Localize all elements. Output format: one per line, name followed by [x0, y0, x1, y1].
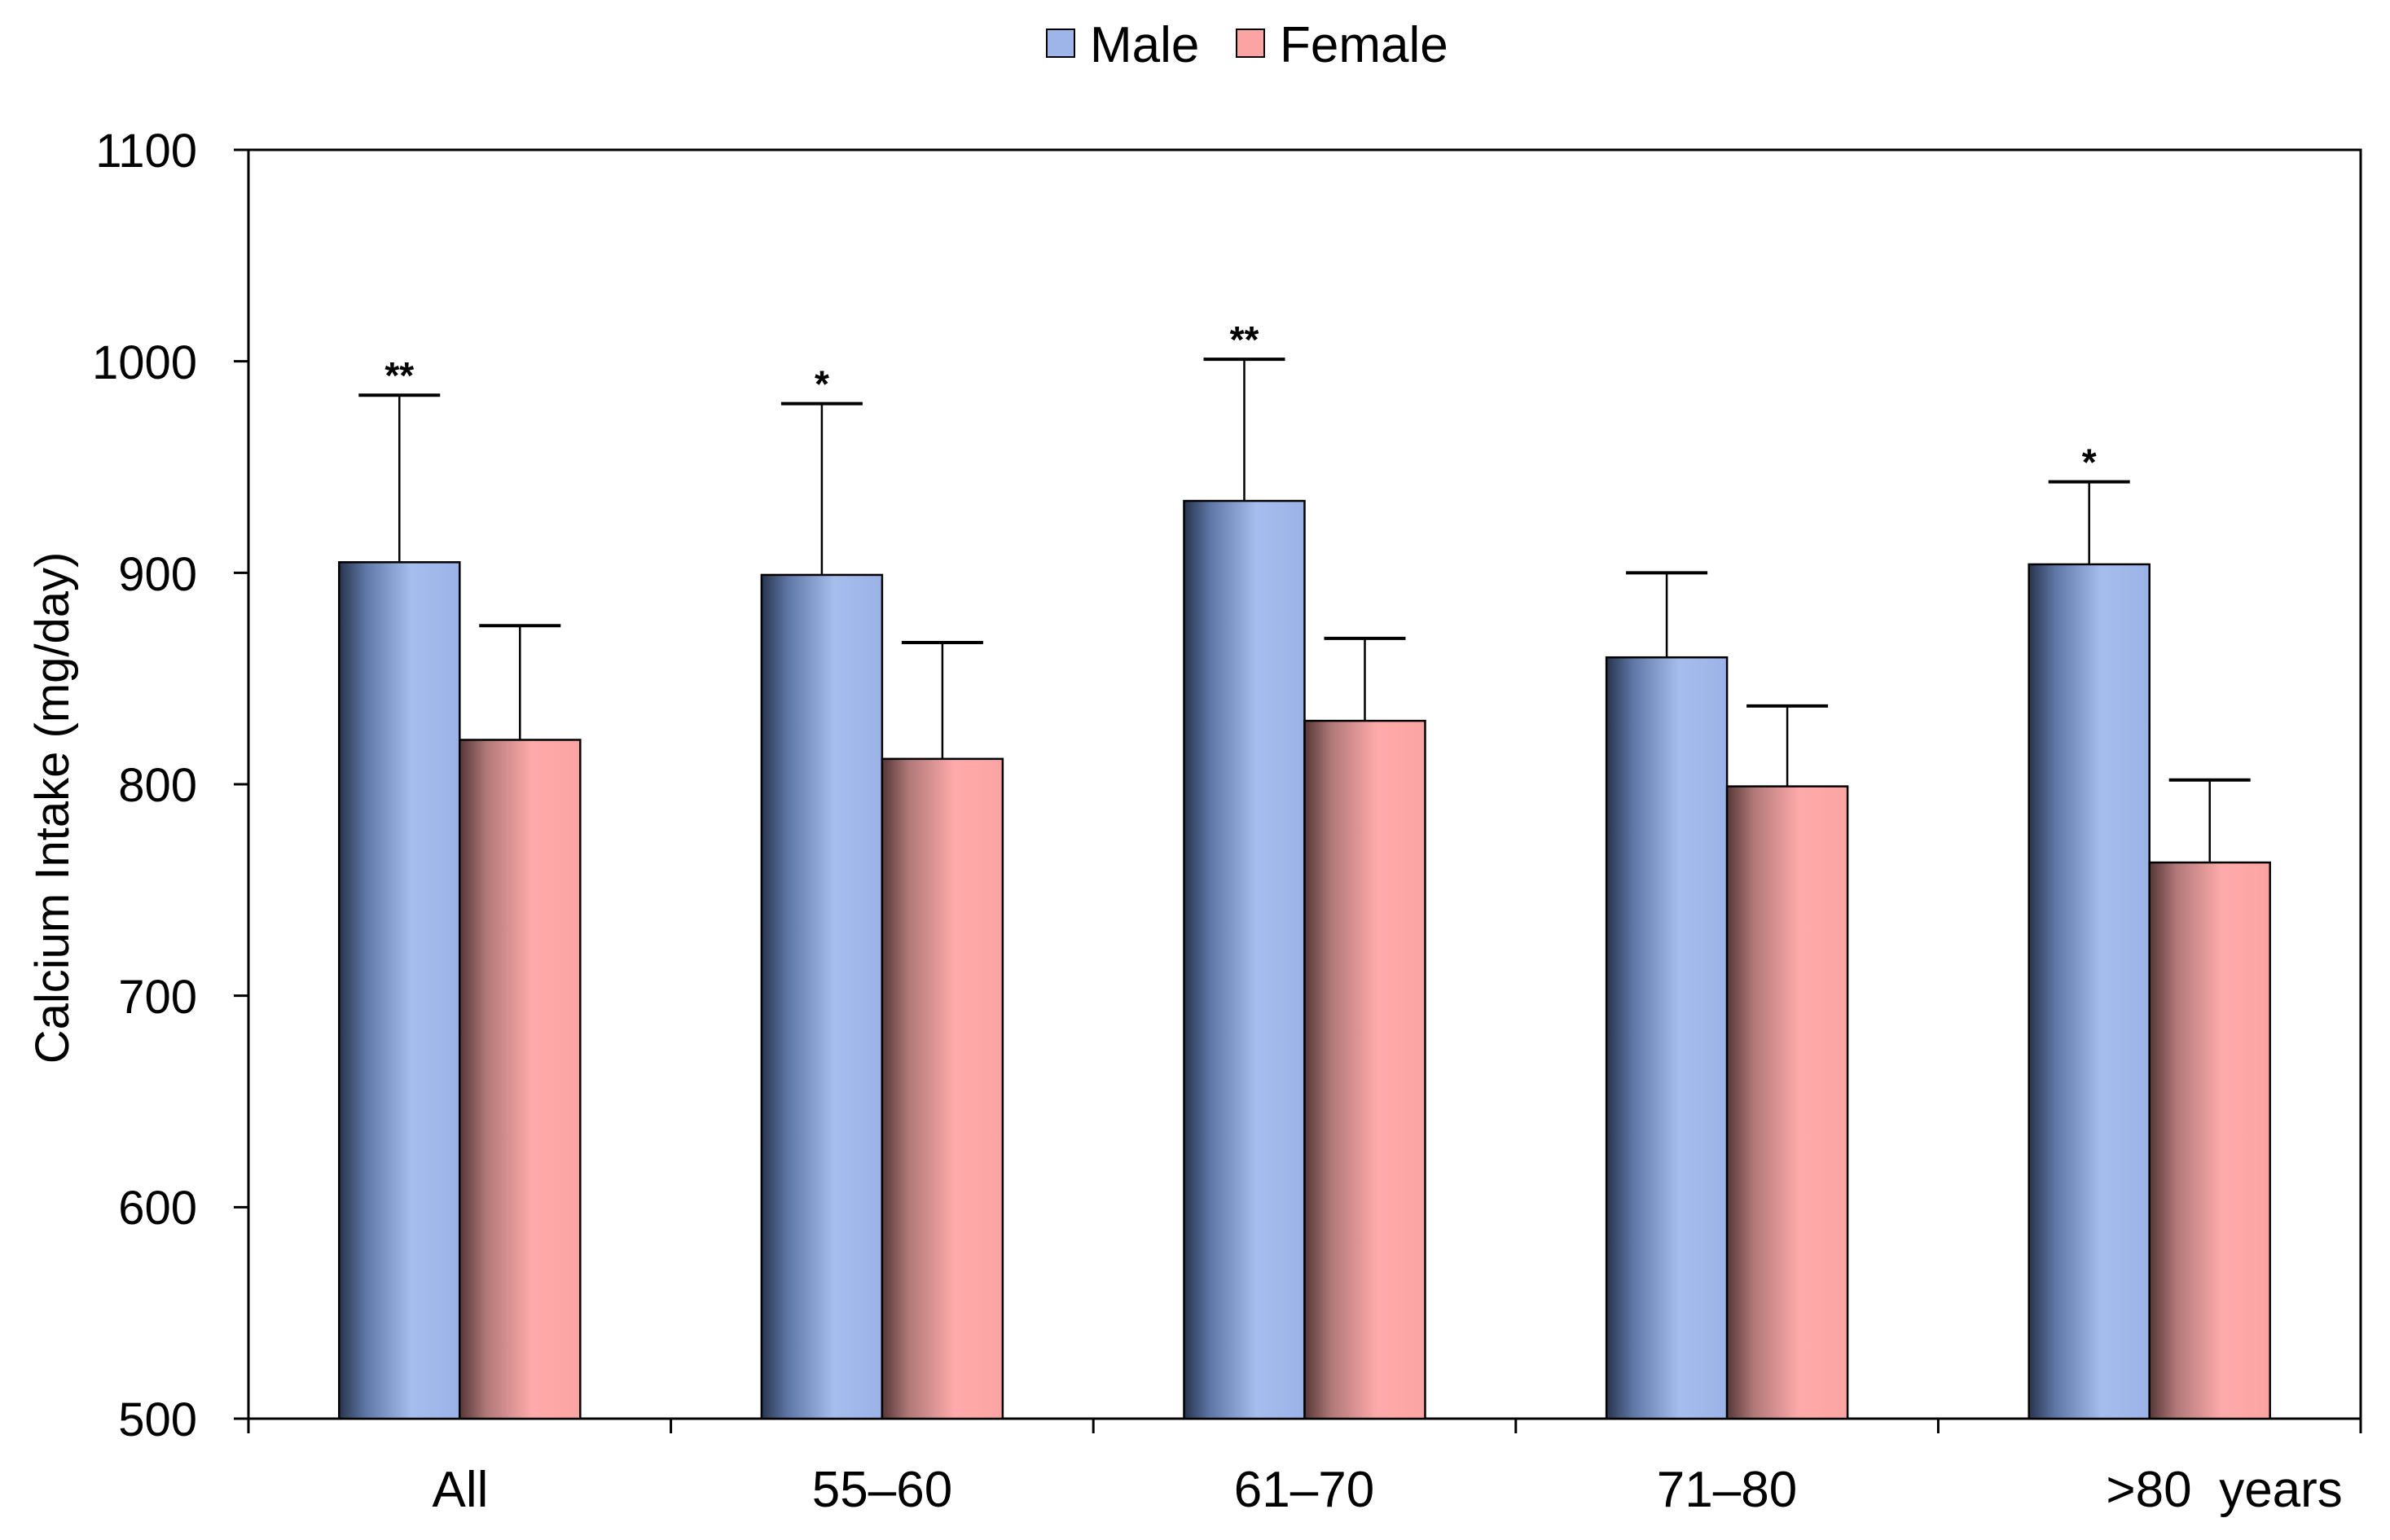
bar-female: [1725, 785, 1849, 1420]
bar-female: [459, 739, 582, 1420]
y-tick-label: 1100: [95, 125, 197, 178]
bar-female: [881, 757, 1004, 1420]
x-axis: All 55–60 61–70 71–80 >80 years: [433, 1462, 2343, 1518]
significance-marker: **: [1230, 318, 1259, 361]
x-axis-unit-label: years: [2219, 1462, 2343, 1518]
x-tick-label: 61–70: [1234, 1462, 1374, 1518]
significance-marker: **: [384, 354, 414, 397]
y-tick-label: 900: [118, 548, 197, 601]
bar-male: [760, 573, 884, 1420]
x-tick-label: 71–80: [1657, 1462, 1797, 1518]
significance-marker: *: [2082, 441, 2097, 484]
bar-male: [338, 561, 461, 1420]
y-tick-label: 500: [118, 1393, 197, 1446]
y-axis-label: Calcium Intake (mg/day): [26, 552, 79, 1064]
legend: Male Female: [1046, 17, 1448, 73]
y-tick-label: 700: [118, 971, 197, 1024]
bar-female: [1303, 719, 1426, 1420]
significance-marker: *: [815, 363, 829, 406]
legend-label-male: Male: [1090, 17, 1199, 73]
bar-female: [2148, 861, 2271, 1420]
y-tick-label: 800: [118, 759, 197, 812]
legend-swatch-male: [1046, 29, 1075, 58]
y-tick-label: 600: [118, 1182, 197, 1235]
bar-male: [1605, 656, 1729, 1420]
y-tick-label: 1000: [92, 336, 197, 389]
legend-label-female: Female: [1280, 17, 1448, 73]
x-tick-label: >80: [2106, 1462, 2191, 1518]
y-axis: 500 600 700 800 900 1000 1100: [92, 125, 248, 1446]
bar-male: [1183, 499, 1306, 1420]
bar-male: [2028, 563, 2151, 1420]
x-tick-label: All: [433, 1462, 489, 1518]
x-tick-label: 55–60: [812, 1462, 952, 1518]
legend-swatch-female: [1236, 29, 1265, 58]
